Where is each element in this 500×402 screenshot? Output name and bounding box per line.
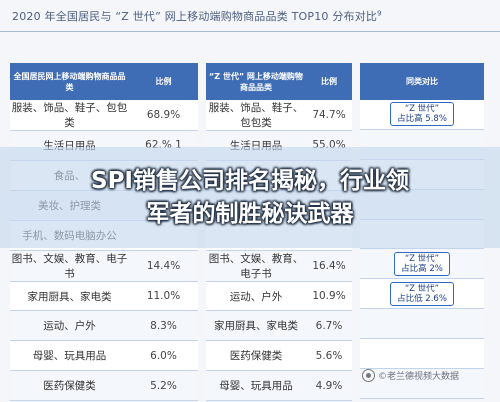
ratio-cell: 5.6% (306, 340, 352, 372)
table-row: 母婴、玩具用品 6.0% (10, 340, 198, 372)
category-cell: 图书、文娱、教育、电子书 (206, 250, 306, 282)
table-row: 运动、户外 10.9% (206, 281, 352, 312)
compare-badge-line2: 占比高 2% (401, 263, 443, 274)
category-cell: 医药保健类 (10, 370, 129, 402)
compare-badge-line2: 占比高 5.8% (397, 114, 447, 125)
category-cell: 运动、户外 (10, 310, 129, 342)
compare-badge-line1: “Z 世代” (404, 104, 440, 115)
compare-cell (360, 338, 484, 370)
ratio-cell: 6.7% (306, 310, 352, 342)
compare-badge-line1: “Z 世代” (404, 253, 440, 264)
chart-title: 2020 年全国居民与 “Z 世代” 网上移动端购物商品品类 TOP10 分布对… (12, 8, 492, 24)
compare-badge: “Z 世代” 占比高 2% (394, 251, 450, 276)
header-ratio: 比例 (129, 63, 198, 100)
compare-cell (360, 368, 484, 399)
watermark-logo-icon (362, 369, 375, 382)
headline-line-2: 军者的制胜秘诀武器 (146, 201, 354, 227)
compare-cell: “Z 世代” 占比低 2.6% (360, 278, 484, 310)
table-header-row: 全国居民网上移动端购物商品品类 比例 (10, 63, 198, 100)
watermark-text: ©老兰德视频大数据 (378, 372, 460, 382)
table-row: 服装、饰品、鞋子、包包类 74.7% (206, 100, 352, 131)
compare-badge: “Z 世代” 占比低 2.6% (390, 281, 454, 306)
table-header-row: 同类对比 (360, 63, 484, 100)
category-cell: 服装、饰品、鞋子、包包类 (206, 100, 306, 131)
table-row: 图书、文娱、教育、电子书 14.4% (10, 250, 198, 282)
compare-cell: “Z 世代” 占比高 2% (360, 248, 484, 280)
ratio-cell: 6.0% (129, 340, 198, 372)
table-row: “Z 世代” 占比高 5.8% (360, 100, 484, 130)
table-row: 家用厨具、家电类 6.7% (206, 310, 352, 342)
table-row: 医药保健类 5.2% (10, 370, 198, 402)
table-row: 图书、文娱、教育、电子书 16.4% (206, 250, 352, 282)
category-cell: 医药保健类 (206, 340, 306, 372)
table-row: 服装、饰品、鞋子、包包类 68.9% (10, 100, 198, 131)
category-cell: 图书、文娱、教育、电子书 (10, 250, 129, 282)
compare-badge: “Z 世代” 占比高 5.8% (390, 102, 454, 127)
table-row: 运动、户外 8.3% (10, 310, 198, 342)
header-ratio: 比例 (306, 63, 352, 100)
category-cell: 服装、饰品、鞋子、包包类 (10, 100, 129, 131)
title-footnote: 9 (377, 9, 382, 18)
ratio-cell: 11.0% (129, 281, 198, 312)
table-row: 医药保健类 5.6% (206, 340, 352, 372)
category-cell: 母婴、玩具用品 (10, 340, 129, 372)
header-category: 全国居民网上移动端购物商品品类 (10, 63, 129, 100)
table-row: 家用厨具、家电类 11.0% (10, 281, 198, 312)
title-text: 2020 年全国居民与 “Z 世代” 网上移动端购物商品品类 TOP10 分布对… (12, 10, 378, 23)
ratio-cell: 10.9% (306, 281, 352, 312)
table-row: 母婴、玩具用品 4.9% (206, 370, 352, 402)
ratio-cell: 4.9% (306, 370, 352, 402)
headline-line-1: SPI销售公司排名揭秘，行业领 (91, 168, 409, 194)
compare-badge-line2: 占比低 2.6% (397, 293, 447, 304)
compare-cell (360, 308, 484, 340)
title-divider (0, 31, 500, 32)
category-cell: 母婴、玩具用品 (206, 370, 306, 402)
table-header-row: “Z 世代” 网上移动端购物商品品类 比例 (206, 63, 352, 100)
headline-banner (0, 147, 500, 248)
table-row (360, 338, 484, 370)
ratio-cell: 8.3% (129, 310, 198, 342)
table-row (360, 308, 484, 340)
ratio-cell: 14.4% (129, 250, 198, 282)
ratio-cell: 5.2% (129, 370, 198, 402)
header-compare: 同类对比 (360, 63, 484, 100)
table-row: “Z 世代” 占比高 2% (360, 248, 484, 280)
headline: SPI销售公司排名揭秘，行业领 军者的制胜秘诀武器 (0, 165, 500, 231)
compare-badge-line1: “Z 世代” (404, 283, 440, 294)
category-cell: 家用厨具、家电类 (10, 281, 129, 312)
category-cell: 运动、户外 (206, 281, 306, 312)
header-category: “Z 世代” 网上移动端购物商品品类 (206, 63, 306, 100)
category-cell: 家用厨具、家电类 (206, 310, 306, 342)
table-row (360, 368, 484, 399)
compare-cell: “Z 世代” 占比高 5.8% (360, 100, 484, 130)
table-row: “Z 世代” 占比低 2.6% (360, 278, 484, 310)
watermark: ©老兰德视频大数据 (362, 369, 459, 382)
ratio-cell: 16.4% (306, 250, 352, 282)
ratio-cell: 74.7% (306, 100, 352, 131)
ratio-cell: 68.9% (129, 100, 198, 131)
